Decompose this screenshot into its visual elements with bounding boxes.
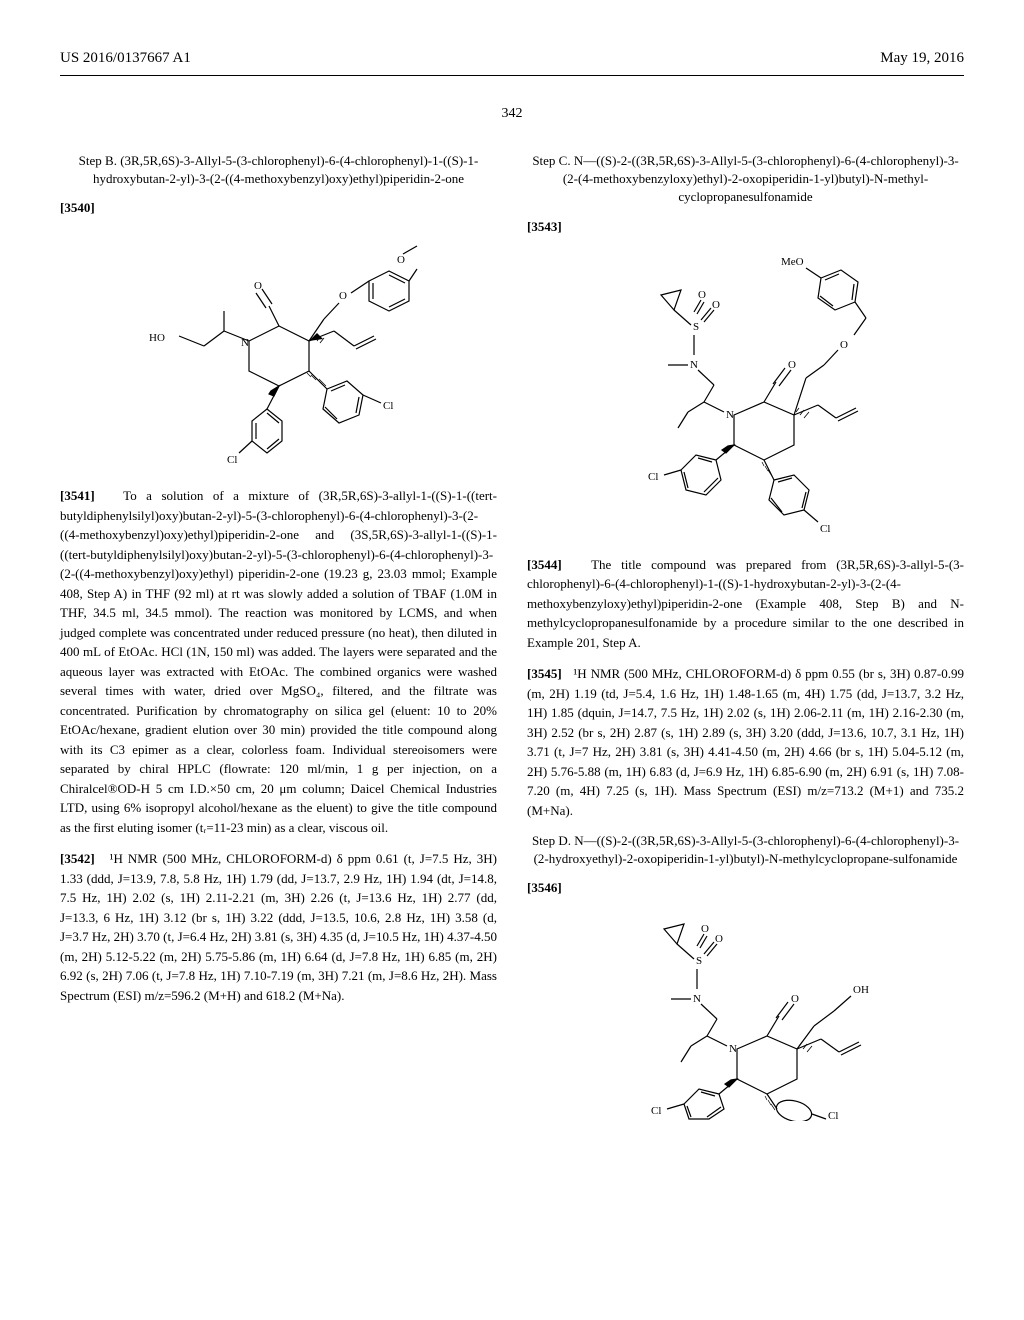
svg-text:O: O xyxy=(840,339,848,351)
para-3541: [3541] To a solution of a mixture of (3R… xyxy=(60,486,497,837)
svg-text:Cl: Cl xyxy=(227,454,237,466)
chemical-structure-1: N O HO xyxy=(60,231,497,471)
step-c-ref: [3543] xyxy=(527,219,964,235)
svg-text:OH: OH xyxy=(853,984,869,996)
para-3545: [3545] ¹H NMR (500 MHz, CHLOROFORM-d) δ … xyxy=(527,664,964,820)
para-3544-text: The title compound was prepared from (3R… xyxy=(527,557,964,650)
step-b-ref: [3540] xyxy=(60,200,497,216)
step-d-ref: [3546] xyxy=(527,880,964,896)
step-c-title: Step C. N—((S)-2-((3R,5R,6S)-3-Allyl-5-(… xyxy=(527,152,964,207)
svg-text:O: O xyxy=(791,993,799,1005)
svg-text:O: O xyxy=(715,933,723,945)
svg-text:N: N xyxy=(693,993,701,1005)
right-column: Step C. N—((S)-2-((3R,5R,6S)-3-Allyl-5-(… xyxy=(527,152,964,1136)
page-header: US 2016/0137667 A1 May 19, 2016 xyxy=(60,50,964,67)
svg-text:N: N xyxy=(729,1043,737,1055)
svg-text:N: N xyxy=(690,359,698,371)
svg-text:Cl: Cl xyxy=(383,400,393,412)
svg-text:O: O xyxy=(701,923,709,935)
para-3542: [3542] ¹H NMR (500 MHz, CHLOROFORM-d) δ … xyxy=(60,849,497,1005)
para-3542-ref: [3542] xyxy=(60,851,95,866)
svg-text:Cl: Cl xyxy=(820,523,830,535)
para-3544-ref: [3544] xyxy=(527,557,562,572)
svg-text:O: O xyxy=(397,254,405,266)
para-3544: [3544] The title compound was prepared f… xyxy=(527,555,964,653)
step-b-title: Step B. (3R,5R,6S)-3-Allyl-5-(3-chloroph… xyxy=(60,152,497,188)
publication-date: May 19, 2016 xyxy=(880,50,964,67)
svg-text:Cl: Cl xyxy=(828,1110,838,1121)
svg-text:N: N xyxy=(726,409,734,421)
svg-text:MeO: MeO xyxy=(781,256,804,268)
para-3545-text: ¹H NMR (500 MHz, CHLOROFORM-d) δ ppm 0.5… xyxy=(527,666,964,818)
para-3542-text: ¹H NMR (500 MHz, CHLOROFORM-d) δ ppm 0.6… xyxy=(60,851,497,1003)
step-d-title: Step D. N—((S)-2-((3R,5R,6S)-3-Allyl-5-(… xyxy=(527,832,964,868)
page-number: 342 xyxy=(60,106,964,122)
para-3545-ref: [3545] xyxy=(527,666,562,681)
svg-text:O: O xyxy=(698,289,706,301)
header-divider xyxy=(60,75,964,76)
svg-text:HO: HO xyxy=(149,332,165,344)
patent-number: US 2016/0137667 A1 xyxy=(60,50,191,67)
svg-text:O: O xyxy=(788,359,796,371)
content-columns: Step B. (3R,5R,6S)-3-Allyl-5-(3-chloroph… xyxy=(60,152,964,1136)
svg-text:S: S xyxy=(693,321,699,333)
para-3541-text: To a solution of a mixture of (3R,5R,6S)… xyxy=(60,488,497,835)
svg-text:O: O xyxy=(712,299,720,311)
svg-text:S: S xyxy=(696,955,702,967)
chemical-structure-3: S O O # N N xyxy=(527,911,964,1121)
left-column: Step B. (3R,5R,6S)-3-Allyl-5-(3-chloroph… xyxy=(60,152,497,1136)
svg-text:Cl: Cl xyxy=(651,1105,661,1117)
chemical-structure-2: MeO O S xyxy=(527,250,964,540)
svg-text:O: O xyxy=(254,280,262,292)
svg-text:Cl: Cl xyxy=(648,471,658,483)
para-3541-ref: [3541] xyxy=(60,488,95,503)
svg-text:O: O xyxy=(339,290,347,302)
